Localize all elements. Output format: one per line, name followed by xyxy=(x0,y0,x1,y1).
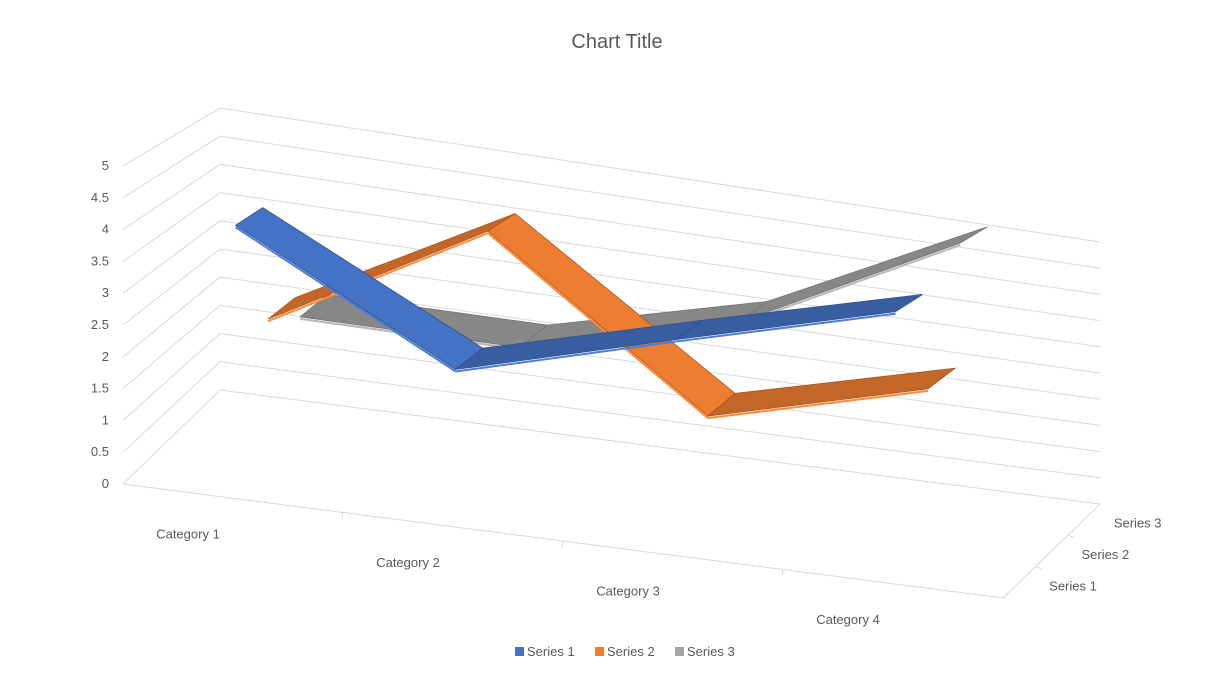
y-tick-label: 3.5 xyxy=(91,253,109,268)
y-tick-label: 3 xyxy=(102,285,109,300)
ribbon-segment xyxy=(234,207,484,370)
gridline xyxy=(122,163,1101,295)
ribbon-edge xyxy=(487,232,709,419)
ribbon-edge xyxy=(235,226,457,373)
y-tick-label: 2 xyxy=(102,349,109,364)
ribbon-segment xyxy=(740,226,988,323)
y-tick-label: 1 xyxy=(102,412,109,427)
depth-tick-mark xyxy=(1067,534,1074,538)
y-tick-label: 2.5 xyxy=(91,317,109,332)
gridline xyxy=(122,389,1101,505)
ribbon-edge xyxy=(739,244,961,325)
ribbon-segment xyxy=(706,367,957,417)
legend-swatch xyxy=(595,647,604,656)
ribbon-segment xyxy=(675,294,923,340)
legend-item: Series 3 xyxy=(675,644,735,659)
legend-label: Series 1 xyxy=(527,644,575,659)
legend-swatch xyxy=(675,647,684,656)
x-tick-label: Category 4 xyxy=(816,612,880,627)
ribbon-edge xyxy=(267,232,489,323)
x-tick-label: Category 1 xyxy=(156,526,220,541)
gridline xyxy=(122,333,1101,453)
ribbon-edge xyxy=(455,340,676,373)
depth-tick-label: Series 3 xyxy=(1114,516,1162,531)
gridline xyxy=(122,361,1101,479)
series-ribbon xyxy=(267,213,957,420)
depth-axis: Series 1 Series 2 Series 3 xyxy=(1002,503,1162,599)
depth-tick-label: Series 2 xyxy=(1082,547,1130,562)
legend-item: Series 1 xyxy=(515,644,575,659)
series-ribbon xyxy=(234,207,923,373)
y-tick-label: 5 xyxy=(102,158,109,173)
x-axis: Category 1 Category 2 Category 3 Category 4 xyxy=(122,483,1004,627)
depth-tick-label: Series 1 xyxy=(1049,578,1097,593)
ribbon-edge xyxy=(707,389,929,420)
y-tick-label: 4.5 xyxy=(91,190,109,205)
legend-swatch xyxy=(515,647,524,656)
series-ribbons xyxy=(234,207,988,420)
x-tick-label: Category 3 xyxy=(596,583,660,598)
gridlines xyxy=(122,107,1101,505)
y-tick-label: 1.5 xyxy=(91,381,109,396)
gridline xyxy=(122,135,1101,269)
x-tick-label: Category 2 xyxy=(376,555,440,570)
legend-label: Series 2 xyxy=(607,644,655,659)
depth-tick-mark xyxy=(1035,566,1042,570)
legend-item: Series 2 xyxy=(595,644,655,659)
y-tick-label: 4 xyxy=(102,222,109,237)
x-tick-mark xyxy=(341,512,344,519)
legend: Series 1 Series 2 Series 3 xyxy=(515,644,735,659)
legend-label: Series 3 xyxy=(687,644,735,659)
ribbon-edge xyxy=(675,312,896,343)
y-tick-label: 0.5 xyxy=(91,444,109,459)
x-tick-mark xyxy=(561,540,564,548)
gridline xyxy=(122,192,1101,322)
gridline xyxy=(122,248,1101,374)
gridline xyxy=(122,220,1101,348)
chart-title: Chart Title xyxy=(571,31,662,53)
x-tick-mark xyxy=(781,569,784,576)
gridline xyxy=(122,276,1101,400)
y-axis: 0 0.5 1 1.5 2 2.5 3 3.5 4 4.5 5 xyxy=(91,158,109,491)
gridline xyxy=(122,107,1101,243)
depth-axis-line xyxy=(1002,503,1101,599)
y-tick-label: 0 xyxy=(102,476,109,491)
